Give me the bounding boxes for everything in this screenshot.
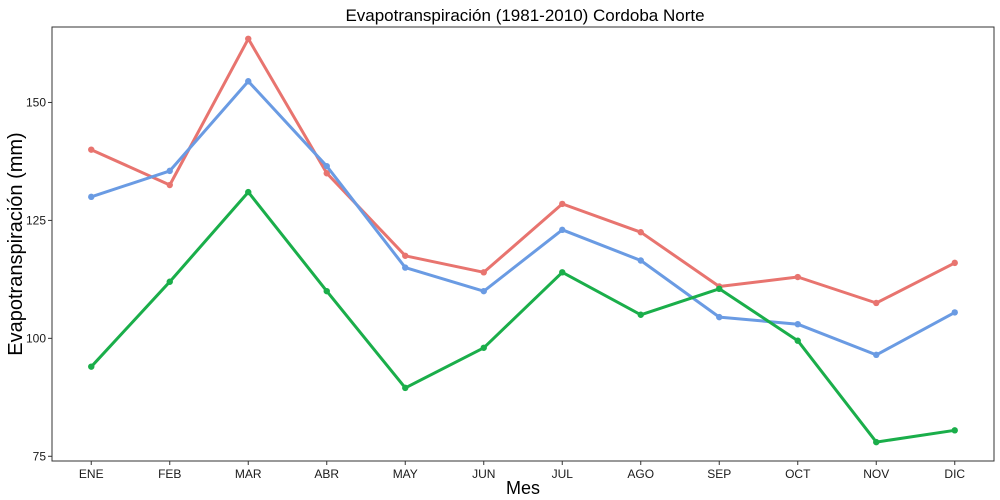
data-point [88,363,95,370]
x-tick-label: OCT [785,467,811,481]
data-point [166,181,173,189]
data-point [637,311,644,318]
data-point [716,313,723,321]
data-point [323,287,330,295]
y-axis-label: Evapotranspiración (mm) [5,132,27,355]
x-tick-label: NOV [863,467,889,481]
x-tick-label: DIC [944,467,965,481]
data-point [402,264,409,271]
data-point [873,351,880,359]
data-point [88,146,95,153]
data-point [480,269,487,276]
x-tick-label: JUN [472,467,495,481]
data-point [480,344,487,351]
x-tick-label: ENE [79,467,104,481]
data-point [323,170,330,177]
x-tick-label: AGO [627,467,654,481]
data-point [794,337,801,344]
series-layer [88,35,958,446]
data-point [245,188,252,196]
data-point [794,273,801,281]
series-line-3 [89,190,957,444]
data-point [951,309,958,316]
plot-panel [51,26,995,462]
chart-title: Evapotranspiración (1981-2010) Cordoba N… [345,6,704,25]
data-point [323,162,330,170]
x-tick-label: JUL [552,467,574,481]
y-tick-label: 100 [26,331,46,345]
data-point [402,384,409,392]
data-point [166,167,173,175]
x-axis: ENE FEB MAR ABR MAY JUN JUL AGO SEP OCT NOV DIC [79,461,965,481]
y-tick-label: 125 [26,213,46,227]
data-point [951,427,958,434]
data-point [873,299,880,307]
data-point [245,78,252,85]
data-point [402,252,409,259]
y-tick-label: 75 [33,449,47,463]
data-point [88,193,95,201]
data-point [559,200,566,208]
data-point [637,257,644,264]
data-point [951,259,958,267]
x-tick-label: MAR [235,467,262,481]
x-tick-label: ABR [314,467,339,481]
data-point [166,278,173,285]
series-line-2 [89,79,957,357]
data-point [559,269,566,276]
data-point [245,35,252,42]
data-point [873,438,880,446]
data-point [480,287,487,295]
data-point [716,285,723,293]
x-tick-label: MAY [393,467,418,481]
y-axis: 75 100 125 150 [26,95,52,463]
x-axis-label: Mes [506,478,540,498]
data-point [637,229,644,236]
data-point [794,320,801,328]
x-tick-label: FEB [158,467,181,481]
y-tick-label: 150 [26,95,46,109]
data-point [559,226,566,234]
series-line-1 [89,37,957,305]
x-tick-label: SEP [707,467,731,481]
